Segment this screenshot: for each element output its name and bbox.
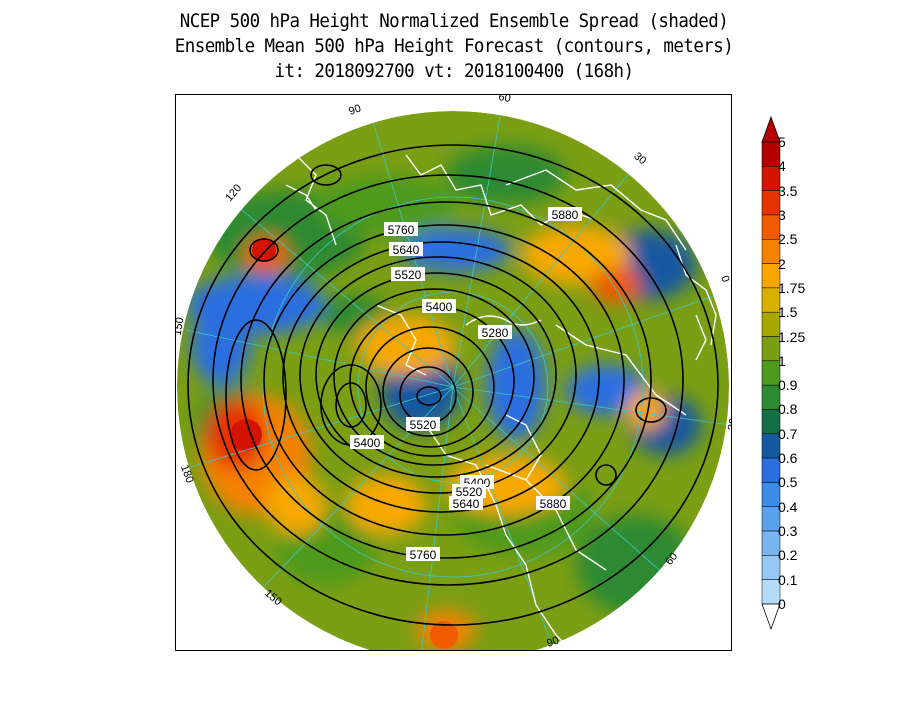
- contour-label-5880: 5880: [552, 208, 579, 222]
- chart-title-line-2: Ensemble Mean 500 hPa Height Forecast (c…: [174, 35, 734, 57]
- colorbar-label: 1: [778, 352, 786, 369]
- colorbar-label: 1.75: [778, 279, 806, 296]
- lon-label: 150: [176, 316, 187, 336]
- colorbar-label: 2.5: [778, 231, 798, 248]
- colorbar-label: 1.25: [778, 328, 806, 345]
- colorbar-label: 2: [778, 255, 786, 272]
- hotspot: [430, 621, 458, 649]
- lon-label: 90: [545, 634, 561, 649]
- chart-title-line-3: it: 2018092700 vt: 2018100400 (168h): [274, 60, 634, 82]
- map-panel: 5760 5640 5520 5400 5280 5880 5520 5400 …: [175, 94, 732, 651]
- colorbar-top-triangle: [761, 115, 781, 143]
- colorbar-label: 0.3: [778, 523, 798, 540]
- colorbar-label: 0.8: [778, 401, 798, 418]
- colorbar-label: 4: [778, 158, 786, 175]
- lon-label: 180: [178, 463, 196, 484]
- colorbar-label: 3: [778, 206, 786, 223]
- contour-label-5400: 5400: [426, 300, 453, 314]
- contour-label-5400: 5400: [354, 436, 381, 450]
- contour-labels: 5760 5640 5520 5400 5280 5880 5520 5400 …: [350, 207, 582, 562]
- colorbar-label: 1.5: [778, 304, 798, 321]
- lon-label: 30: [726, 417, 732, 431]
- colorbar-label: 3.5: [778, 182, 798, 199]
- colorbar-label: 0: [778, 596, 786, 612]
- lon-label: 90: [347, 102, 363, 117]
- contour-label-5640: 5640: [453, 497, 480, 511]
- contour-label-5880: 5880: [540, 497, 567, 511]
- colorbar-label: 0.9: [778, 377, 798, 394]
- hotspot: [252, 238, 276, 262]
- coastlines: [285, 154, 717, 650]
- contour-label-5520: 5520: [410, 418, 437, 432]
- polar-map: 5760 5640 5520 5400 5280 5880 5520 5400 …: [176, 95, 732, 650]
- contour-label-5760: 5760: [388, 223, 415, 237]
- contour-label-5520: 5520: [456, 485, 483, 499]
- lon-label: 0: [718, 274, 731, 284]
- colorbar-label: 0.2: [778, 547, 798, 564]
- contour-label-5520: 5520: [395, 268, 422, 282]
- lon-label: 60: [497, 95, 511, 105]
- colorbar-label: 0.1: [778, 571, 798, 588]
- contour-label-5640: 5640: [393, 243, 420, 257]
- colorbar-label: 5: [778, 134, 786, 150]
- colorbar-label: 0.5: [778, 474, 798, 491]
- contour-label-5280: 5280: [482, 326, 509, 340]
- colorbar-label: 0.6: [778, 450, 798, 467]
- contour-label-5760: 5760: [410, 548, 437, 562]
- colorbar-label: 0.4: [778, 498, 798, 515]
- colorbar-bottom-triangle: [761, 603, 781, 631]
- colorbar-label: 0.7: [778, 425, 798, 442]
- chart-title-line-1: NCEP 500 hPa Height Normalized Ensemble …: [179, 10, 729, 32]
